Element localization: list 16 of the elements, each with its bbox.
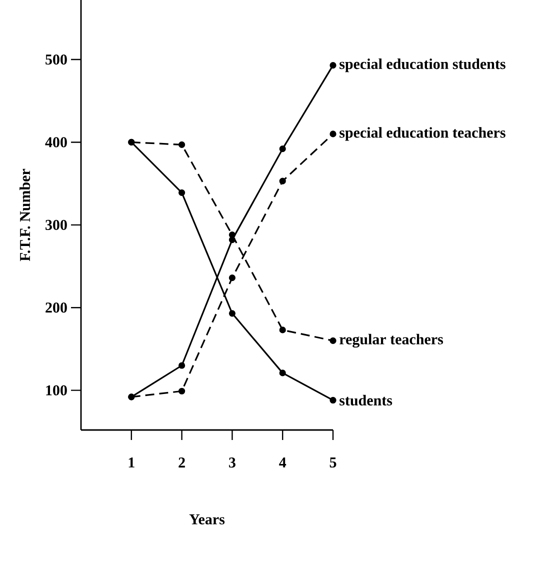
- y-tick-label: 500: [46, 54, 67, 65]
- series-label: special education students: [340, 58, 506, 72]
- y-tick-label: 200: [46, 302, 67, 313]
- y-tick-label: 100: [46, 385, 67, 396]
- y-tick-label: 300: [46, 220, 67, 230]
- series-label: regular teachers: [340, 334, 444, 348]
- x-axis-title: Years: [189, 514, 225, 524]
- x-tick-label: 4: [279, 458, 286, 468]
- y-tick-label: 400: [45, 137, 67, 148]
- y-axis-title: F.T.F. Number: [20, 168, 30, 262]
- series-label: students: [340, 394, 392, 406]
- series-label: special education teachers: [340, 127, 506, 141]
- x-tick-label: 1: [128, 458, 134, 468]
- x-tick-label: 5: [330, 458, 336, 468]
- x-tick-label: 2: [178, 458, 185, 468]
- x-tick-label: 3: [229, 458, 236, 468]
